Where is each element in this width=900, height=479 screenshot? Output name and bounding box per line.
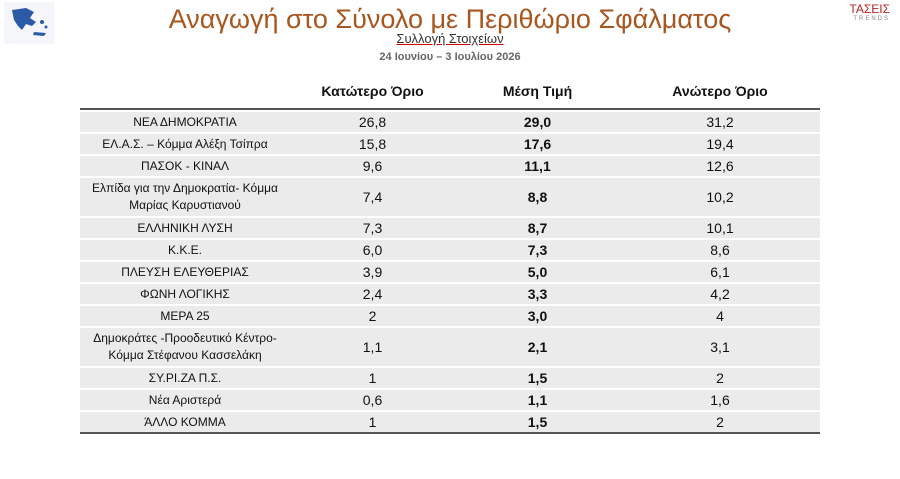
logo-text: ΤΑΣΕΙΣ xyxy=(849,2,890,16)
cell-value: 3,3 xyxy=(527,286,548,302)
table-row: ΜΕΡΑ 25 2 3,0 4 xyxy=(80,304,820,326)
column-header: Ανώτερο Όριο xyxy=(672,83,768,99)
cell-value: 10,2 xyxy=(706,189,734,205)
party-name: ΠΛΕΥΣΗ ΕΛΕΥΘΕΡΙΑΣ xyxy=(121,264,249,279)
party-name: ΜΕΡΑ 25 xyxy=(160,308,210,323)
table-row: Δημοκράτες -Προοδευτικό Κέντρο- Κόμμα Στ… xyxy=(80,326,820,366)
cell-value: 6,0 xyxy=(362,242,383,258)
cell-value: 0,6 xyxy=(362,392,383,408)
cell-value: 17,6 xyxy=(523,136,552,152)
column-header: Κατώτερο Όριο xyxy=(321,83,424,99)
cell-value: 31,2 xyxy=(706,114,734,130)
cell-value: 4,2 xyxy=(710,286,730,302)
logo: ΤΑΣΕΙΣ TRENDS xyxy=(830,2,890,22)
party-name: Ελπίδα για την Δημοκρατία- Κόμμα Μαρίας … xyxy=(92,181,278,212)
party-name: ΝΕΑ ΔΗΜΟΚΡΑΤΙΑ xyxy=(133,114,237,129)
cell-value: 12,6 xyxy=(706,158,734,174)
map-icon xyxy=(4,2,54,44)
table-row: Κ.Κ.Ε. 6,0 7,3 8,6 xyxy=(80,238,820,260)
cell-value: 3,0 xyxy=(527,308,548,324)
cell-value: 29,0 xyxy=(523,114,552,130)
table-row: Ελπίδα για την Δημοκρατία- Κόμμα Μαρίας … xyxy=(80,176,820,216)
cell-value: 5,0 xyxy=(527,264,548,280)
cell-value: 15,8 xyxy=(358,136,387,152)
cell-value: 1,6 xyxy=(710,392,730,408)
party-name: Νέα Αριστερά xyxy=(148,392,222,407)
cell-value: 1,1 xyxy=(527,392,548,408)
table-row: ΣΥ.ΡΙ.ΖΑ Π.Σ. 1 1,5 2 xyxy=(80,366,820,388)
cell-value: 2,1 xyxy=(527,339,548,355)
logo-subtext: TRENDS xyxy=(853,16,890,22)
party-name: ΆΛΛΟ ΚΟΜΜΑ xyxy=(144,414,226,429)
cell-value: 1,1 xyxy=(362,339,383,355)
party-name: Κ.Κ.Ε. xyxy=(167,242,202,257)
cell-value: 1,5 xyxy=(527,414,548,430)
table-rule xyxy=(80,108,820,110)
cell-value: 26,8 xyxy=(358,114,387,130)
cell-value: 8,6 xyxy=(710,242,730,258)
cell-value: 6,1 xyxy=(710,264,730,280)
cell-value: 7,3 xyxy=(362,220,383,236)
subtitle: Συλλογή Στοιχείων xyxy=(396,31,504,46)
cell-value: 9,6 xyxy=(362,158,383,174)
table-row: ΕΛ.Α.Σ. – Κόμμα Αλέξη Τσίπρα 15,8 17,6 19,4 xyxy=(80,132,820,154)
party-name: Δημοκράτες -Προοδευτικό Κέντρο- Κόμμα Στ… xyxy=(93,331,277,362)
party-name: ΣΥ.ΡΙ.ΖΑ Π.Σ. xyxy=(148,370,222,385)
cell-value: 7,3 xyxy=(527,242,548,258)
party-name: ΠΑΣΟΚ - ΚΙΝΑΛ xyxy=(140,158,230,173)
table-row: ΝΕΑ ΔΗΜΟΚΡΑΤΙΑ 26,8 29,0 31,2 xyxy=(80,110,820,132)
table-rule xyxy=(80,432,820,434)
party-name: ΦΩΝΗ ΛΟΓΙΚΗΣ xyxy=(140,286,230,301)
table-row: ΦΩΝΗ ΛΟΓΙΚΗΣ 2,4 3,3 4,2 xyxy=(80,282,820,304)
table-row: ΠΛΕΥΣΗ ΕΛΕΥΘΕΡΙΑΣ 3,9 5,0 6,1 xyxy=(80,260,820,282)
party-name: ΕΛ.Α.Σ. – Κόμμα Αλέξη Τσίπρα xyxy=(102,136,268,151)
cell-value: 2,4 xyxy=(362,286,383,302)
title: Αναγωγή στο Σύνολο με Περιθώριο Σφάλματο… xyxy=(168,4,732,34)
cell-value: 3,1 xyxy=(710,339,730,355)
table-row: ΠΑΣΟΚ - ΚΙΝΑΛ 9,6 11,1 12,6 xyxy=(80,154,820,176)
cell-value: 3,9 xyxy=(362,264,383,280)
table-row: ΆΛΛΟ ΚΟΜΜΑ 1 1,5 2 xyxy=(80,410,820,432)
cell-value: 11,1 xyxy=(524,158,551,174)
cell-value: 1,5 xyxy=(527,370,548,386)
cell-value: 19,4 xyxy=(706,136,734,152)
cell-value: 7,4 xyxy=(362,189,383,205)
cell-value: 10,1 xyxy=(706,220,734,236)
cell-value: 8,7 xyxy=(527,220,548,236)
party-name: ΕΛΛΗΝΙΚΗ ΛΥΣΗ xyxy=(137,220,233,235)
cell-value: 1 xyxy=(368,370,377,386)
dates: 24 Ιουνίου – 3 Ιουλίου 2026 xyxy=(379,51,521,63)
cell-value: 8,8 xyxy=(527,189,548,205)
table-row: ΕΛΛΗΝΙΚΗ ΛΥΣΗ 7,3 8,7 10,1 xyxy=(80,216,820,238)
cell-value: 4 xyxy=(716,308,724,324)
column-header: Μέση Τιμή xyxy=(502,83,573,99)
cell-value: 2 xyxy=(716,370,724,386)
table-row: Νέα Αριστερά 0,6 1,1 1,6 xyxy=(80,388,820,410)
cell-value: 2 xyxy=(368,308,377,324)
cell-value: 1 xyxy=(368,414,377,430)
cell-value: 2 xyxy=(716,414,724,430)
